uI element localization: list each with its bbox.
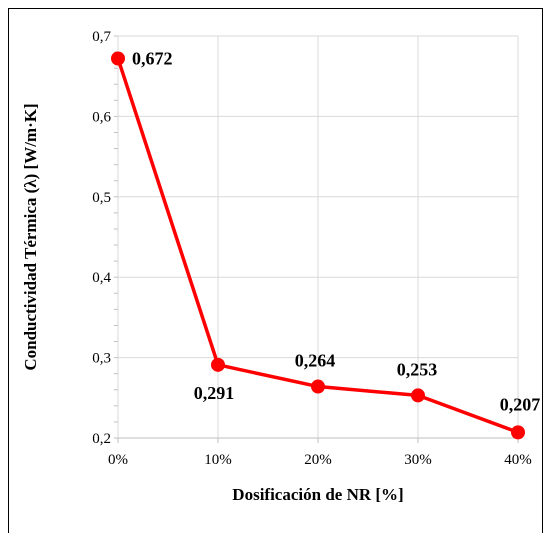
x-tick-label: 10% [204,452,232,468]
data-labels: 0,672 0,291 0,264 0,253 0,207 [132,49,540,415]
x-axis-ticks: 0% 10% 20% 30% 40% [108,452,532,468]
data-label: 0,264 [295,351,336,371]
data-point [111,51,125,66]
y-tick-label: 0,6 [92,109,111,125]
data-label: 0,207 [500,394,541,414]
data-point [311,379,325,394]
data-point [411,388,425,403]
data-point [211,357,225,372]
data-label: 0,672 [132,49,173,69]
y-tick-label: 0,5 [92,190,111,206]
y-axis-ticks: 0,2 0,3 0,4 0,5 0,6 0,7 [92,29,111,447]
data-label: 0,291 [194,383,235,403]
y-tick-label: 0,2 [92,431,111,447]
y-tick-label: 0,3 [92,351,111,367]
y-tick-label: 0,4 [92,270,111,286]
series-line [111,51,525,440]
y-tick-label: 0,7 [92,29,111,45]
chart-frame [8,8,543,533]
data-label: 0,253 [397,359,438,379]
x-tick-label: 20% [304,452,332,468]
x-axis-title: Dosificación de NR [%] [232,485,403,504]
x-tick-label: 0% [108,452,128,468]
x-tick-label: 30% [404,452,432,468]
x-tick-label: 40% [504,452,532,468]
data-point [511,425,525,440]
y-axis-title: Conductividad Térmica (λ) [W/m·K] [21,103,40,370]
